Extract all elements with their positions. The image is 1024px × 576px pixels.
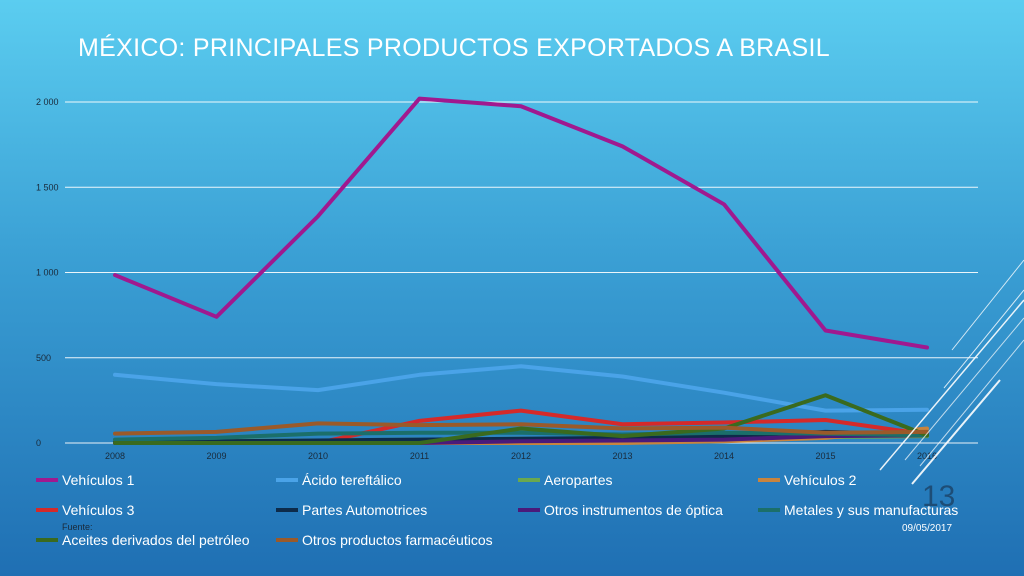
slide-number: 13 [922,480,956,513]
legend-swatch [276,538,298,542]
legend-item: Partes Automotrices [276,502,427,518]
x-tick-label: 2014 [714,451,734,461]
legend-item: Aeropartes [518,472,612,488]
footer-source: Fuente: [62,522,93,532]
x-tick-label: 2012 [511,451,531,461]
series-line-10 [113,421,929,436]
legend-label: Ácido tereftálico [302,472,402,488]
y-tick-label: 1 500 [36,182,59,192]
x-axis-ticks: 2008 2009 2010 2011 2012 2013 2014 2015 2016 [105,451,937,461]
legend-label: Vehículos 1 [62,472,135,488]
legend-swatch [758,478,780,482]
series-line-1 [113,96,929,350]
legend-swatch [36,478,58,482]
y-tick-label: 1 000 [36,268,59,278]
legend-swatch [36,508,58,512]
legend-swatch [518,508,540,512]
series-line-9 [113,393,929,445]
legend-item: Ácido tereftálico [276,472,402,488]
x-tick-label: 2016 [917,451,937,461]
legend-label: Otros instrumentos de óptica [544,502,723,518]
legend-label: Vehículos 2 [784,472,857,488]
legend-swatch [276,508,298,512]
slide-title: MÉXICO: PRINCIPALES PRODUCTOS EXPORTADOS… [78,34,830,62]
chart-grid [65,101,978,444]
footer-date: 09/05/2017 [902,523,953,534]
legend-label: Otros productos farmacéuticos [302,532,493,548]
x-tick-label: 2009 [206,451,226,461]
legend-label: Vehículos 3 [62,502,135,518]
legend-label: Metales y sus manufacturas [784,502,959,518]
legend-item: Metales y sus manufacturas [758,502,958,518]
x-tick-label: 2015 [815,451,835,461]
y-tick-label: 500 [36,353,51,363]
y-tick-label: 2 000 [36,97,59,107]
x-tick-label: 2008 [105,451,125,461]
legend-label: Aceites derivados del petróleo [62,532,250,548]
x-tick-label: 2013 [612,451,632,461]
legend-item: Vehículos 2 [758,472,856,488]
legend-swatch [276,478,298,482]
y-tick-label: 0 [36,438,41,448]
legend-item: Vehículos 1 [36,472,134,488]
legend-item: Otros instrumentos de óptica [518,502,723,518]
legend-item: Otros productos farmacéuticos [276,532,493,548]
x-tick-label: 2011 [410,451,429,461]
legend-label: Partes Automotrices [302,502,428,518]
legend-swatch [758,508,780,512]
legend-swatch [518,478,540,482]
legend-label: Aeropartes [544,472,613,488]
legend-item: Vehículos 3 [36,502,134,518]
series-line-8 [113,430,929,442]
y-axis-ticks: 0 500 1 000 1 500 2 000 [36,97,59,448]
legend-item: Aceites derivados del petróleo [36,532,250,548]
legend-swatch [36,538,58,542]
chart-series [113,96,929,445]
x-tick-label: 2010 [308,451,328,461]
